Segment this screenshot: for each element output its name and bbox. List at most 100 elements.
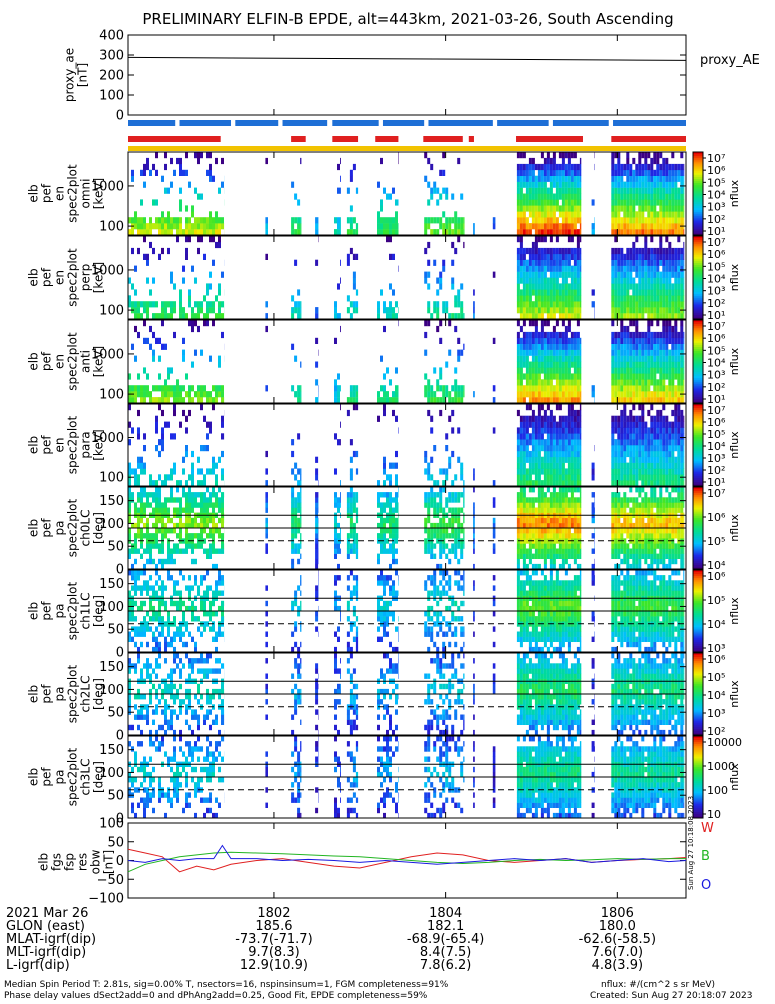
spectrogram-cell	[353, 229, 356, 235]
spectrogram-cell	[571, 254, 574, 260]
spectrogram-cell	[538, 404, 541, 410]
spectrogram-cell	[629, 480, 632, 486]
spectrogram-cell	[146, 502, 149, 507]
spectrogram-cell	[200, 152, 203, 158]
spectrogram-cell	[197, 480, 200, 486]
spectrogram-cell	[638, 528, 641, 533]
spectrogram-cell	[671, 248, 674, 254]
spectrogram-cell	[439, 338, 442, 344]
spectrogram-cell	[134, 217, 137, 223]
spectrogram-cell	[668, 164, 671, 170]
spectrogram-cell	[668, 326, 671, 332]
spectrogram-cell	[155, 528, 158, 533]
spectrogram-cell	[350, 170, 353, 176]
spectrogram-cell	[562, 416, 565, 422]
spectrogram-cell	[179, 480, 182, 486]
spectrogram-cell	[571, 182, 574, 188]
spectrogram-cell	[650, 205, 653, 211]
spectrogram-cell	[398, 229, 399, 235]
spectrogram-cell	[656, 278, 659, 284]
spectrogram-cell	[424, 391, 427, 397]
spectrogram-cell	[173, 391, 176, 397]
spectrogram-cell	[436, 385, 439, 391]
spectrogram-cell	[149, 301, 152, 307]
spectrogram-cell	[656, 385, 659, 391]
spectrogram-cell	[460, 217, 463, 223]
spectrogram-cell	[629, 397, 632, 403]
spectrogram-cell	[315, 457, 318, 463]
spectrogram-cell	[179, 422, 182, 428]
spectrogram-cell	[395, 533, 398, 538]
spectrogram-cell	[541, 554, 544, 559]
spectrogram-cell	[638, 332, 641, 338]
spectrogram-cell	[623, 367, 626, 373]
spectrogram-cell	[568, 549, 571, 554]
spectrogram-cell	[620, 373, 623, 379]
spectrogram-cell	[541, 283, 544, 289]
spectrogram-cell	[526, 433, 529, 439]
spectrogram-cell	[565, 422, 568, 428]
spectrogram-cell	[614, 463, 617, 469]
spectrogram-cell	[383, 188, 386, 194]
spectrogram-cell	[580, 502, 581, 507]
spectrogram-cell	[541, 301, 544, 307]
spectrogram-cell	[215, 242, 218, 248]
spectrogram-cell	[529, 457, 532, 463]
spectrogram-cell	[550, 457, 553, 463]
spectrogram-cell	[265, 528, 268, 533]
spectrogram-cell	[179, 528, 182, 533]
spectrogram-cell	[140, 301, 143, 307]
spectrogram-cell	[614, 523, 617, 528]
spectrogram-cell	[523, 543, 526, 548]
spectrogram-cell	[662, 182, 665, 188]
spectrogram-cell	[611, 223, 614, 229]
spectrogram-cell	[520, 164, 523, 170]
spectrogram-cell	[574, 543, 577, 548]
spectrogram-cell	[377, 559, 380, 564]
spectrogram-cell	[535, 188, 538, 194]
y-axis-label-line: [keV]	[92, 178, 106, 209]
spectrogram-cell	[535, 362, 538, 368]
spectrogram-cell	[650, 497, 653, 502]
spectrogram-cell	[424, 272, 427, 278]
spectrogram-cell	[644, 528, 647, 533]
spectrogram-cell	[638, 404, 641, 410]
spectrogram-cell	[529, 367, 532, 373]
spectrogram-cell	[553, 272, 556, 278]
spectrogram-cell	[529, 338, 532, 344]
spectrogram-cell	[611, 170, 614, 176]
spectrogram-cell	[176, 523, 179, 528]
spectrogram-cell	[683, 199, 684, 205]
spectrogram-cell	[517, 559, 520, 564]
spectrogram-cell	[523, 313, 526, 319]
spectrogram-cell	[448, 508, 451, 513]
spectrogram-cell	[674, 344, 677, 350]
spectrogram-cell	[547, 463, 550, 469]
spectrogram-cell	[448, 223, 451, 229]
spectrogram-cell	[520, 152, 523, 158]
spectrogram-cell	[152, 223, 155, 229]
spectrogram-cell	[580, 468, 581, 474]
spectrogram-cell	[668, 289, 671, 295]
spectrogram-cell	[611, 332, 614, 338]
spectrogram-cell	[653, 254, 656, 260]
spectrogram-cell	[140, 457, 143, 463]
spectrogram-cell	[203, 416, 206, 422]
spectrogram-cell	[463, 242, 464, 248]
spectrogram-cell	[553, 445, 556, 451]
spectrogram-cell	[662, 223, 665, 229]
spectrogram-cell	[538, 549, 541, 554]
spectrogram-cell	[451, 543, 454, 548]
spectrogram-cell	[457, 229, 460, 235]
spectrogram-cell	[134, 559, 137, 564]
spectrogram-cell	[523, 211, 526, 217]
spectrogram-cell	[380, 223, 383, 229]
spectrogram-cell	[473, 301, 475, 307]
spectrogram-cell	[200, 518, 203, 523]
spectrogram-cell	[562, 182, 565, 188]
spectrogram-cell	[638, 439, 641, 445]
spectrogram-cell	[164, 508, 167, 513]
spectrogram-cell	[167, 508, 170, 513]
